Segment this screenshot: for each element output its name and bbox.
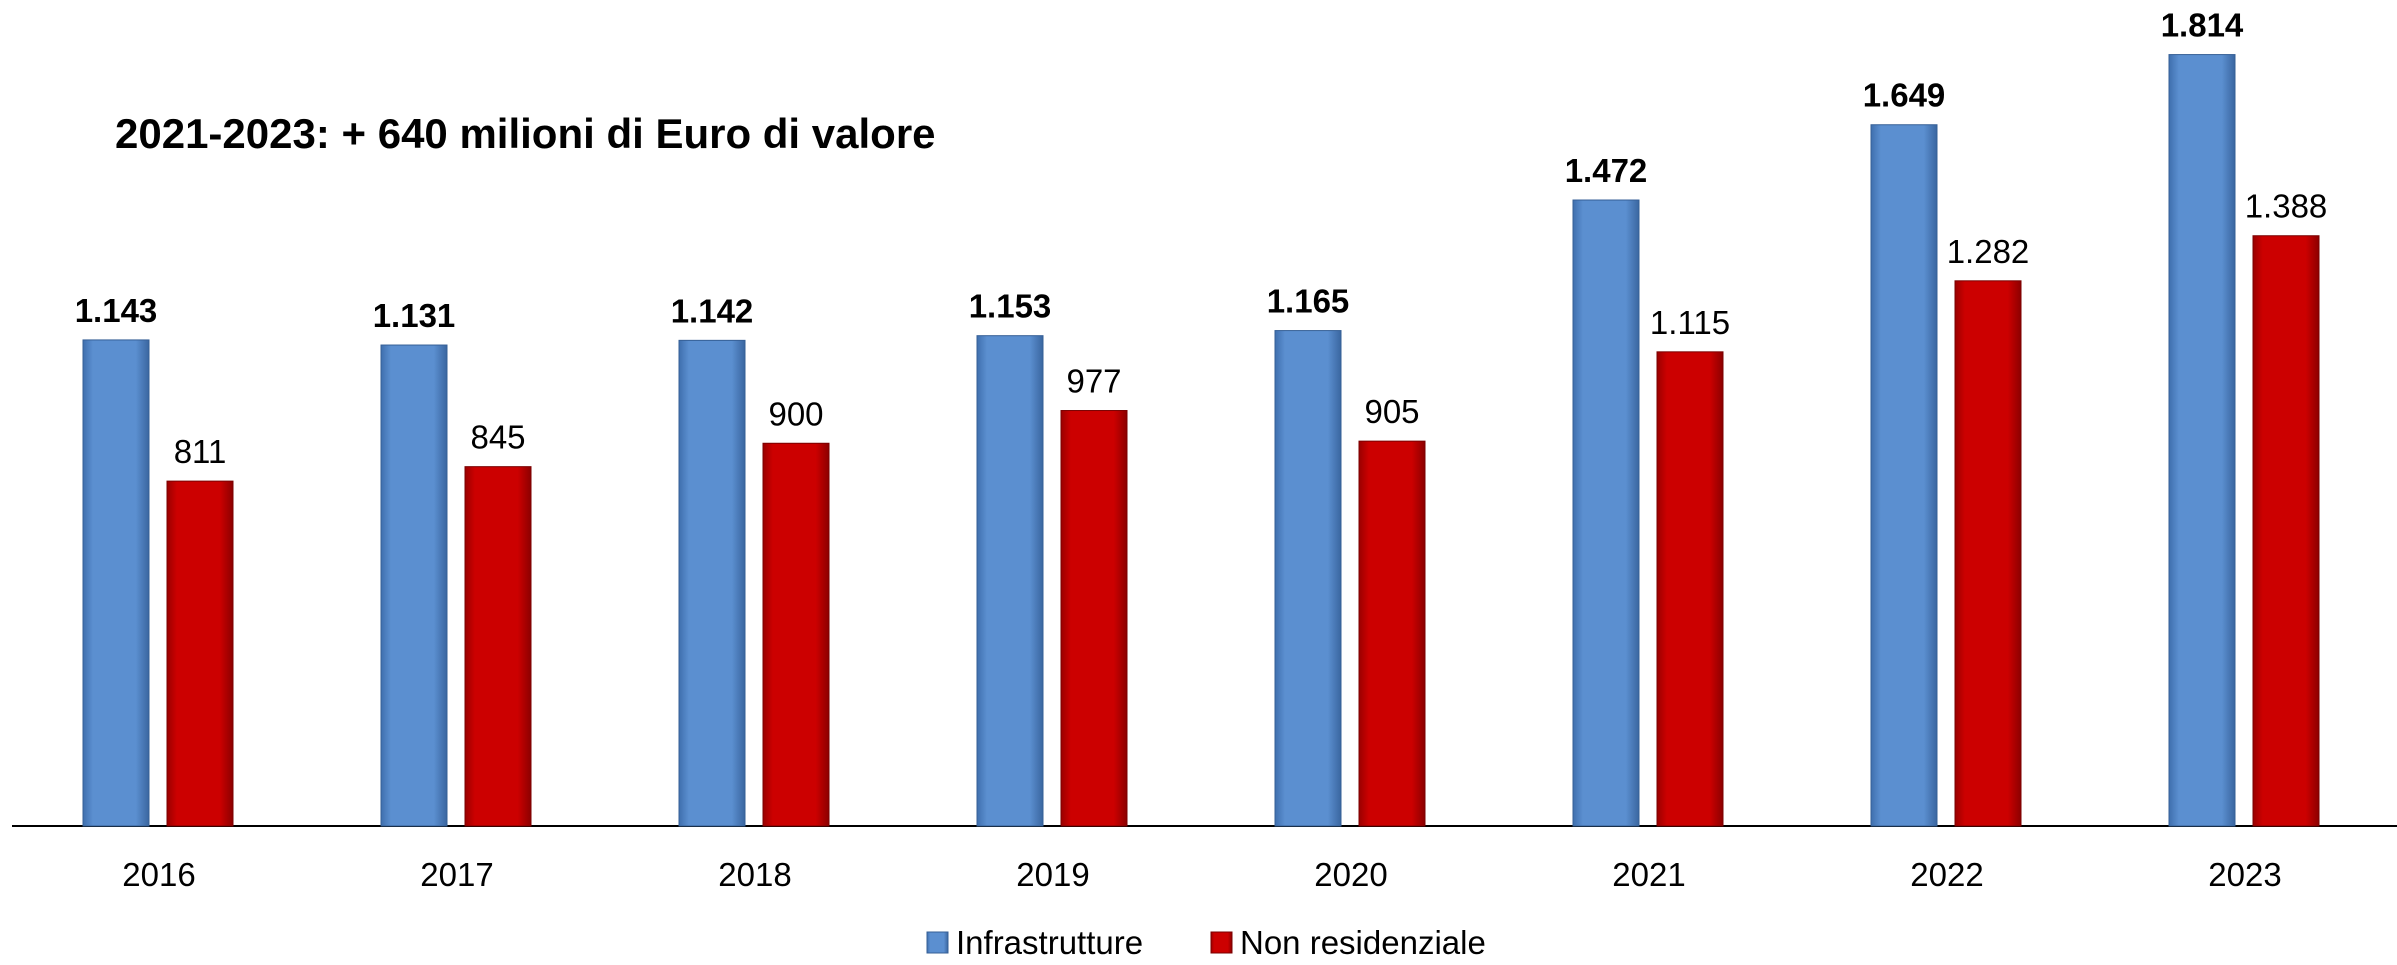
legend-swatch bbox=[1210, 931, 1233, 954]
data-label: 1.143 bbox=[75, 292, 158, 329]
data-label: 811 bbox=[174, 433, 227, 470]
bar bbox=[1656, 351, 1724, 827]
x-tick-label: 2021 bbox=[1612, 856, 1685, 893]
bar bbox=[166, 480, 234, 827]
legend-label: Infrastrutture bbox=[956, 924, 1143, 960]
bar bbox=[82, 339, 150, 827]
bar bbox=[1060, 410, 1128, 827]
data-label: 1.131 bbox=[373, 297, 456, 334]
legend-label: Non residenziale bbox=[1240, 924, 1486, 960]
data-label: 1.814 bbox=[2161, 7, 2244, 44]
data-label: 1.115 bbox=[1650, 304, 1730, 341]
data-label: 977 bbox=[1066, 363, 1121, 400]
chart-title: 2021-2023: + 640 milioni di Euro di valo… bbox=[115, 110, 936, 157]
bar bbox=[762, 442, 830, 827]
bar bbox=[1274, 330, 1342, 827]
x-tick-label: 2023 bbox=[2208, 856, 2281, 893]
legend-swatch bbox=[926, 931, 949, 954]
data-label: 1.165 bbox=[1267, 283, 1350, 320]
x-tick-label: 2020 bbox=[1314, 856, 1387, 893]
bar bbox=[1870, 124, 1938, 827]
data-label: 1.282 bbox=[1947, 233, 2030, 270]
data-label: 1.649 bbox=[1863, 77, 1946, 114]
data-label: 1.472 bbox=[1565, 152, 1648, 189]
bar bbox=[380, 344, 448, 827]
bar bbox=[1954, 280, 2022, 827]
bar bbox=[1572, 199, 1640, 827]
data-label: 1.388 bbox=[2245, 188, 2328, 225]
bar bbox=[1358, 440, 1426, 827]
x-tick-label: 2018 bbox=[718, 856, 791, 893]
x-tick-label: 2019 bbox=[1016, 856, 1089, 893]
x-tick-label: 2022 bbox=[1910, 856, 1983, 893]
bar bbox=[464, 466, 532, 827]
bar bbox=[2252, 235, 2320, 827]
x-tick-label: 2017 bbox=[420, 856, 493, 893]
data-label: 1.153 bbox=[969, 288, 1052, 325]
data-label: 845 bbox=[470, 419, 525, 456]
data-label: 1.142 bbox=[671, 292, 754, 329]
bar bbox=[2168, 54, 2236, 827]
bar bbox=[976, 335, 1044, 827]
x-tick-label: 2016 bbox=[122, 856, 195, 893]
data-label: 900 bbox=[768, 395, 823, 432]
data-label: 905 bbox=[1364, 393, 1419, 430]
bar bbox=[678, 339, 746, 827]
